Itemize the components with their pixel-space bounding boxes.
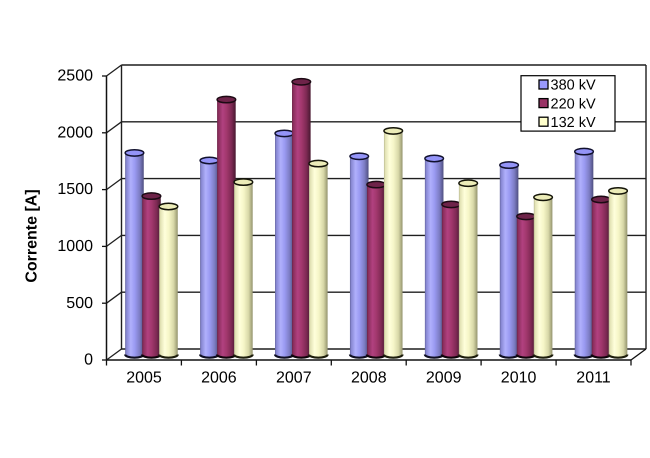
svg-text:Corrente [A]: Corrente [A] <box>24 189 41 282</box>
svg-text:2011: 2011 <box>576 370 611 387</box>
svg-text:500: 500 <box>66 295 93 312</box>
svg-text:220 kV: 220 kV <box>551 96 596 112</box>
svg-text:2009: 2009 <box>426 370 462 387</box>
svg-text:1500: 1500 <box>57 181 93 198</box>
svg-text:2010: 2010 <box>501 370 537 387</box>
svg-text:2008: 2008 <box>351 370 387 387</box>
svg-text:2005: 2005 <box>126 370 162 387</box>
svg-text:0: 0 <box>84 352 93 369</box>
svg-text:2007: 2007 <box>276 370 312 387</box>
svg-text:1000: 1000 <box>57 238 93 255</box>
svg-text:132 kV: 132 kV <box>551 115 596 131</box>
svg-text:2500: 2500 <box>57 68 93 85</box>
svg-text:2000: 2000 <box>57 124 93 141</box>
svg-text:380 kV: 380 kV <box>551 78 596 94</box>
svg-text:2006: 2006 <box>201 370 237 387</box>
